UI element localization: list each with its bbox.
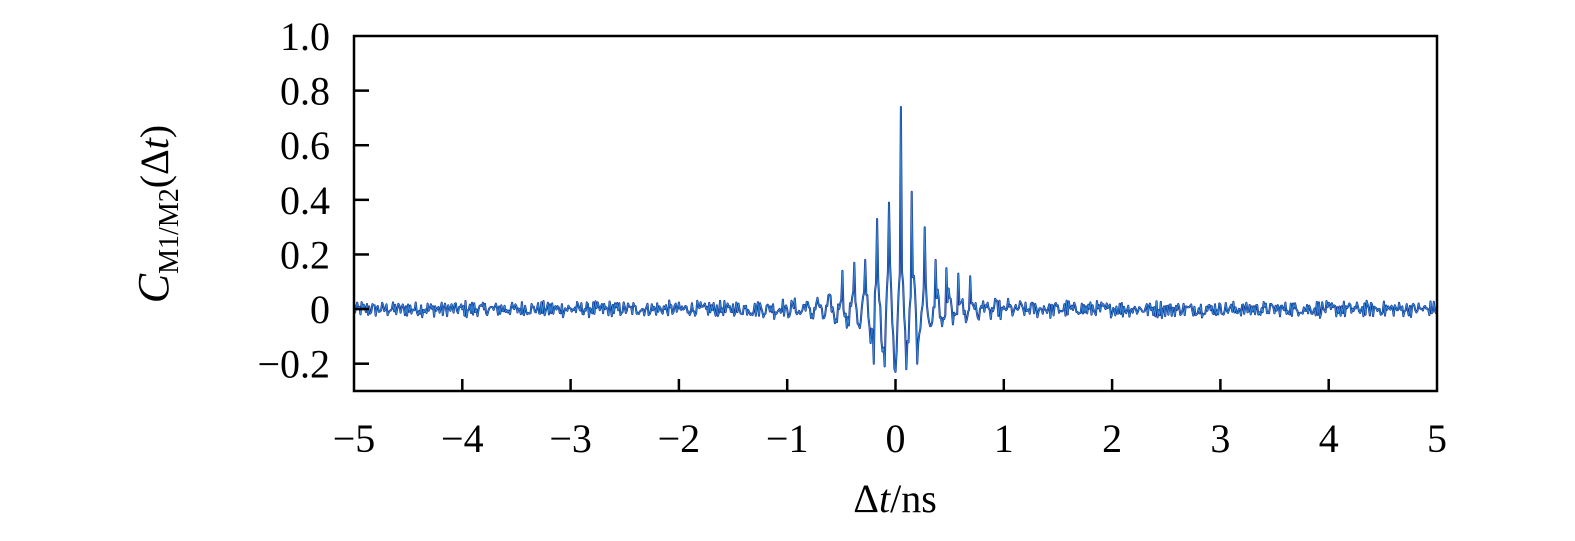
x-tick-label: −1 <box>766 416 809 461</box>
x-tick-label: −3 <box>549 416 592 461</box>
x-tick-label: −5 <box>333 416 376 461</box>
plot-frame <box>352 34 1439 393</box>
x-tick-label: 0 <box>886 416 906 461</box>
x-tick-label: −4 <box>441 416 484 461</box>
y-axis-title: CM1/M2(Δt) <box>129 125 185 303</box>
y-tick-label: 0 <box>310 287 330 332</box>
x-tick-label: 4 <box>1319 416 1339 461</box>
x-tick-label: 3 <box>1210 416 1230 461</box>
plot-lines <box>353 106 1438 373</box>
series-line-highlight <box>353 106 1438 373</box>
y-tick-label: −0.2 <box>257 342 330 387</box>
y-tick-label: 1.0 <box>280 14 330 59</box>
y-tick-label: 0.4 <box>280 178 330 223</box>
y-tick-label: 0.6 <box>280 123 330 168</box>
x-tick-label: 5 <box>1427 416 1447 461</box>
y-tick-label: 0.8 <box>280 69 330 114</box>
x-tick-label: 2 <box>1102 416 1122 461</box>
series-line <box>353 106 1438 373</box>
axis-ticks: −5 −4 −3 −2 −1 0 1 2 3 4 5 1.0 0.8 0.6 0.4 0.2 0 −0.2 <box>257 14 1447 461</box>
x-axis-title: Δt/ns <box>853 476 937 521</box>
y-tick-label: 0.2 <box>280 232 330 277</box>
x-tick-label: 1 <box>994 416 1014 461</box>
x-tick-label: −2 <box>658 416 701 461</box>
